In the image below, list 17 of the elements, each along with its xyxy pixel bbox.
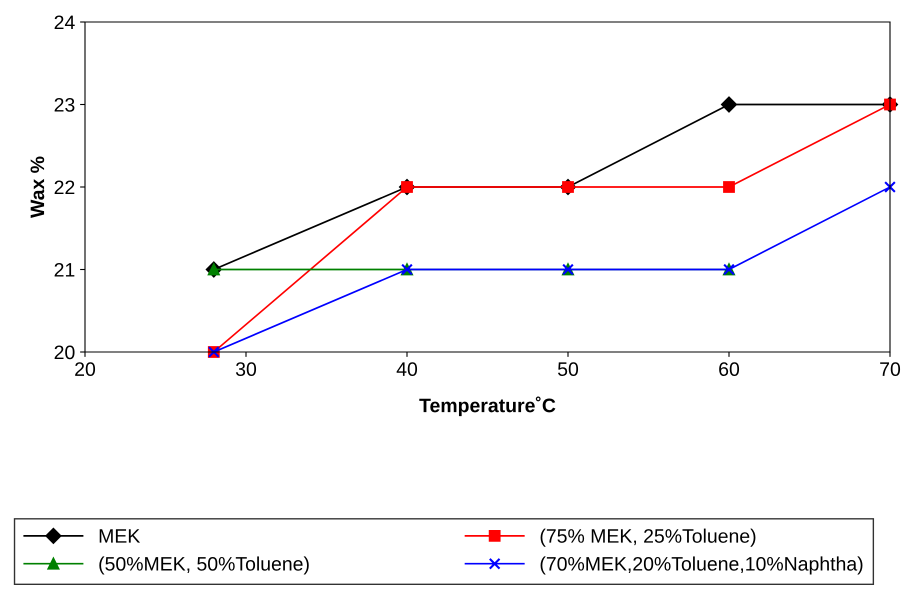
y-tick-label: 23 <box>54 98 74 112</box>
x-tick-label: 20 <box>75 362 96 376</box>
legend-label: (70%MEK,20%Toluene,10%Naphtha) <box>540 556 862 575</box>
y-tick-label: 20 <box>54 345 75 360</box>
x-axis-title: Temperature˚C <box>419 396 556 416</box>
x-tick-label: 40 <box>396 362 418 376</box>
legend-label: (75% MEK, 25%Toluene) <box>540 528 756 547</box>
x-tick-label: 50 <box>558 362 578 376</box>
legend-label: (50%MEK, 50%Toluene) <box>99 556 309 575</box>
x-tick-label: 70 <box>880 362 900 376</box>
y-tick-label: 21 <box>54 262 74 277</box>
y-tick-label: 22 <box>54 180 74 194</box>
legend-label: MEK <box>100 529 140 543</box>
x-tick-label: 60 <box>719 362 740 376</box>
y-axis-title: Wax % <box>30 156 44 218</box>
y-tick-label: 24 <box>54 15 75 30</box>
x-tick-label: 30 <box>236 362 256 376</box>
